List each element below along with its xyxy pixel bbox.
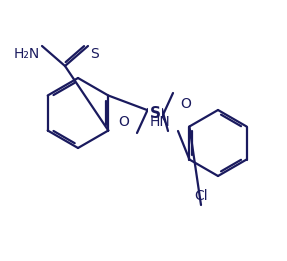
Text: S: S	[150, 105, 160, 121]
Text: Cl: Cl	[194, 189, 208, 203]
Text: HN: HN	[149, 115, 170, 129]
Text: O: O	[118, 115, 129, 129]
Text: O: O	[180, 97, 191, 111]
Text: S: S	[90, 47, 99, 61]
Text: H₂N: H₂N	[14, 47, 40, 61]
